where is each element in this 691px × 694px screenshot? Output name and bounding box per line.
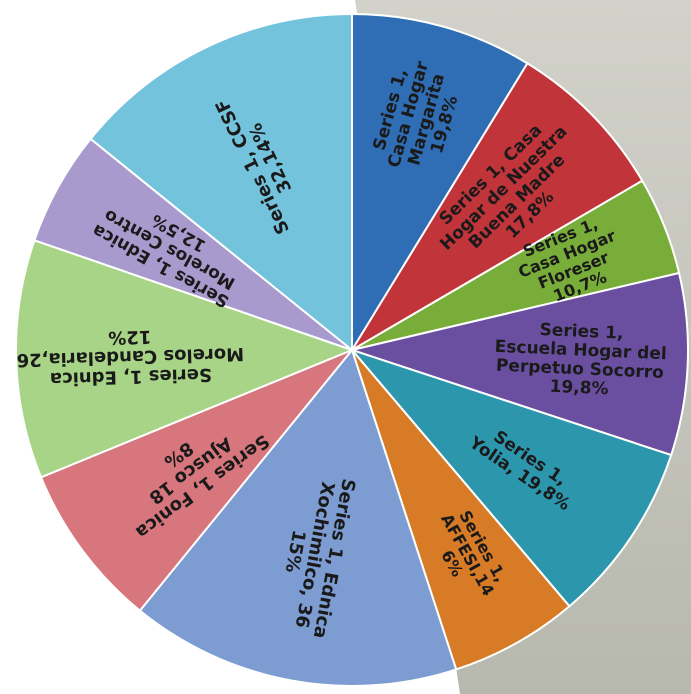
- slice-label-line: Series 1,: [539, 320, 624, 344]
- pie-slice: [348, 271, 689, 457]
- pie-slice: [89, 12, 353, 353]
- slice-label: Series 1,Escuela Hogar delPerpetuo Socor…: [493, 318, 668, 402]
- pie-slices: [15, 12, 689, 687]
- pie-slice: [351, 12, 529, 354]
- pie-slice: [351, 62, 644, 351]
- pie-slice: [348, 347, 673, 608]
- slice-label: Series 1,Casa HogarMargarita19,8%: [366, 54, 469, 181]
- pie-slice: [15, 238, 355, 479]
- slice-label-line: Series 1, Ednica: [50, 364, 213, 390]
- slice-label: Series 1,Casa HogarFloreser10,7%: [509, 210, 631, 315]
- slice-label-line: 19,8%: [549, 377, 609, 400]
- pie-slice: [39, 349, 353, 613]
- pie-slice: [351, 349, 571, 671]
- pie-slice: [138, 347, 458, 687]
- slice-label-line: 12%: [108, 326, 152, 348]
- slice-label: Series 1, EdnicaMorelos Candelaria,2612%: [16, 323, 245, 390]
